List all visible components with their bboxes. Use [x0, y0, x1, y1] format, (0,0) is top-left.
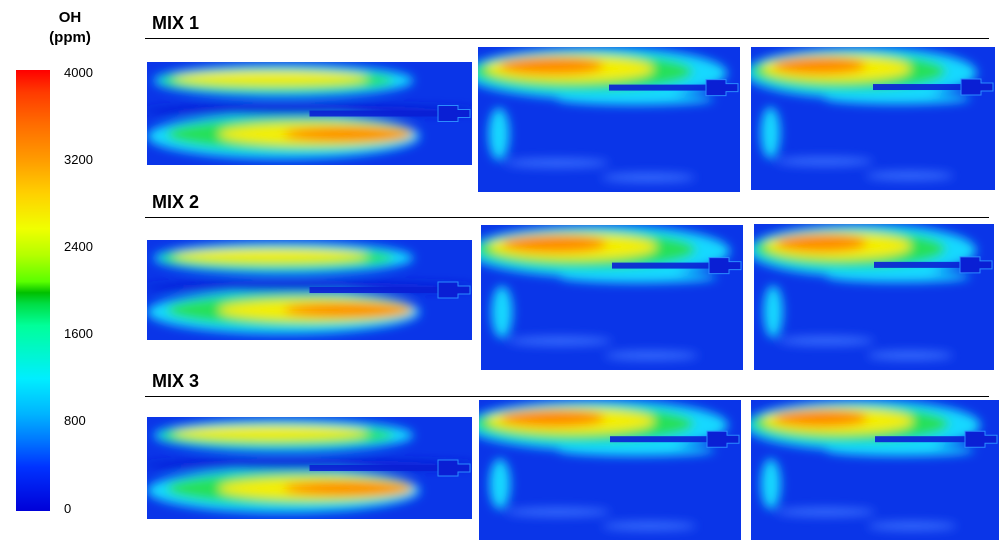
colorbar-title: OH (ppm): [30, 8, 110, 48]
contour-mix2-a: [147, 240, 472, 340]
colorbar: [16, 70, 50, 511]
colorbar-tick-1600: 1600: [64, 326, 93, 341]
row-label-mix-2: MIX 2: [152, 192, 200, 212]
contour-mix3-b: [479, 400, 741, 540]
row-divider-mix-1: [145, 38, 989, 39]
row-divider-mix-3: [145, 396, 989, 397]
contour-mix2-b: [481, 225, 743, 370]
row-label-mix-1: MIX 1: [152, 13, 200, 33]
colorbar-tick-4000: 4000: [64, 65, 93, 80]
colorbar-tick-0: 0: [64, 501, 72, 516]
contour-mix2-c: [754, 224, 994, 370]
contour-mix3-a: [147, 417, 472, 519]
row-label-mix-3: MIX 3: [152, 371, 200, 391]
colorbar-title-unit: (ppm): [49, 29, 91, 46]
row-divider-mix-2: [145, 217, 989, 218]
contour-mix1-a: [147, 62, 472, 165]
colorbar-tick-3200: 3200: [64, 152, 93, 167]
colorbar-tick-2400: 2400: [64, 239, 93, 254]
contour-mix3-c: [751, 400, 999, 540]
contour-mix1-c: [751, 47, 995, 190]
colorbar-title-species: OH: [58, 9, 82, 26]
contour-mix1-b: [478, 47, 740, 192]
colorbar-tick-800: 800: [64, 413, 86, 428]
